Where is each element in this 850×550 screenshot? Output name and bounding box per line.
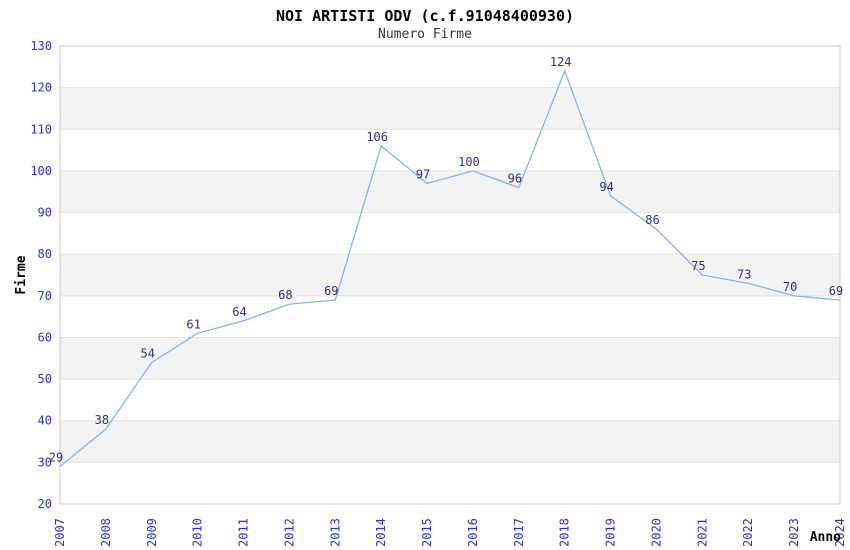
data-point-label: 64 <box>232 305 246 319</box>
x-axis-tick-label: 2013 <box>328 518 342 547</box>
y-axis-tick-label: 70 <box>38 289 52 303</box>
y-axis-tick-label: 40 <box>38 414 52 428</box>
y-axis-tick-label: 120 <box>30 81 52 95</box>
data-point-label: 38 <box>95 413 109 427</box>
data-point-label: 96 <box>508 172 522 186</box>
background-band <box>60 254 840 296</box>
y-axis-tick-label: 80 <box>38 247 52 261</box>
data-point-label: 86 <box>645 213 659 227</box>
data-point-label: 54 <box>141 346 155 360</box>
x-axis-tick-label: 2019 <box>604 518 618 547</box>
x-axis-title: Anno <box>810 530 841 545</box>
x-axis-tick-label: 2011 <box>237 518 251 547</box>
y-axis-tick-label: 50 <box>38 372 52 386</box>
data-point-label: 70 <box>783 280 797 294</box>
data-point-label: 124 <box>550 55 572 69</box>
x-axis-tick-label: 2023 <box>787 518 801 547</box>
data-point-label: 29 <box>49 451 63 465</box>
x-axis-tick-label: 2018 <box>558 518 572 547</box>
x-axis-tick-label: 2014 <box>374 518 388 547</box>
x-axis-tick-label: 2020 <box>649 518 663 547</box>
chart-title: NOI ARTISTI ODV (c.f.91048400930) <box>275 7 574 25</box>
background-band <box>60 87 840 130</box>
data-line <box>59 69 841 468</box>
y-axis-tick-label: 100 <box>30 164 52 178</box>
x-axis-tick-label: 2015 <box>420 518 434 547</box>
data-point-label: 69 <box>829 284 843 298</box>
y-axis-tick-label: 130 <box>30 39 52 53</box>
data-point-label: 73 <box>737 267 751 281</box>
data-point-label: 61 <box>186 317 200 331</box>
data-point-label: 75 <box>691 259 705 273</box>
y-axis-tick-label: 30 <box>38 455 52 469</box>
y-axis-tick-label: 60 <box>38 330 52 344</box>
background-band <box>60 420 840 463</box>
x-axis-tick-label: 2009 <box>145 518 159 547</box>
chart-subtitle: Numero Firme <box>378 27 472 42</box>
x-axis-tick-label: 2024 <box>833 518 847 547</box>
x-axis-tick-label: 2017 <box>512 518 526 547</box>
x-axis-tick-label: 2010 <box>191 518 205 547</box>
background-band <box>60 170 840 213</box>
y-axis-title: Firme <box>14 255 29 294</box>
y-axis-tick-label: 110 <box>30 122 52 136</box>
x-axis-tick-label: 2007 <box>53 518 67 547</box>
data-point-label: 106 <box>366 130 388 144</box>
data-point-label: 97 <box>416 167 430 181</box>
y-axis-tick-label: 20 <box>38 497 52 511</box>
data-point-label: 68 <box>278 288 292 302</box>
x-axis-tick-label: 2016 <box>466 518 480 547</box>
x-axis-tick-label: 2022 <box>741 518 755 547</box>
background-band <box>60 337 840 380</box>
x-axis-tick-label: 2008 <box>99 518 113 547</box>
y-axis-tick-label: 90 <box>38 206 52 220</box>
plot-border <box>59 45 841 505</box>
data-point-label: 100 <box>458 155 480 169</box>
x-axis-tick-label: 2021 <box>695 518 709 547</box>
x-axis-tick-label: 2012 <box>282 518 296 547</box>
data-point-label: 94 <box>599 180 613 194</box>
data-point-label: 69 <box>324 284 338 298</box>
